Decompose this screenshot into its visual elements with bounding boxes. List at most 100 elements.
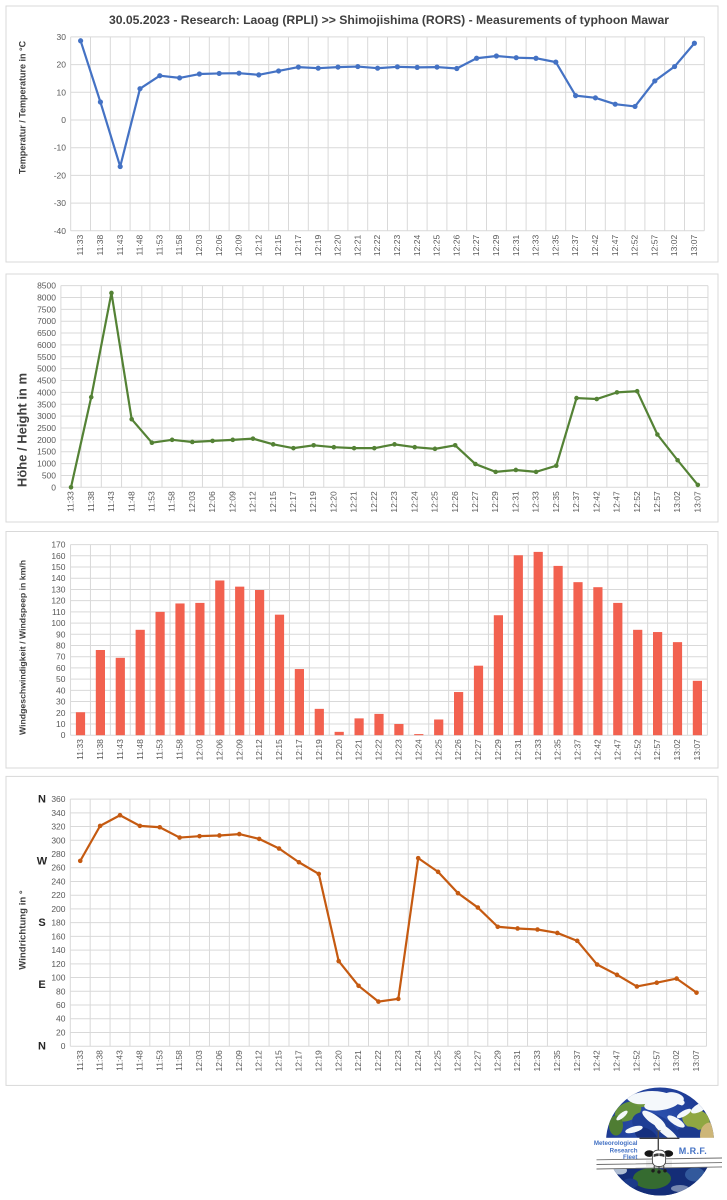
svg-text:12:35: 12:35 [550,235,560,257]
svg-text:12:17: 12:17 [288,491,298,513]
svg-text:30: 30 [56,697,66,707]
svg-text:12:25: 12:25 [430,491,440,513]
svg-text:12:17: 12:17 [294,1050,304,1072]
svg-text:12:57: 12:57 [652,739,662,761]
svg-text:12:23: 12:23 [394,739,404,761]
svg-text:11:48: 11:48 [134,1050,144,1071]
svg-text:12:21: 12:21 [354,739,364,761]
svg-text:11:53: 11:53 [155,739,165,760]
svg-text:13:02: 13:02 [669,235,679,257]
svg-text:11:48: 11:48 [135,739,145,760]
svg-text:12:57: 12:57 [652,491,662,513]
svg-text:12:15: 12:15 [268,491,278,513]
svg-text:12:31: 12:31 [511,235,521,257]
svg-text:-20: -20 [54,170,67,180]
svg-text:300: 300 [51,835,65,845]
svg-text:12:52: 12:52 [632,739,642,761]
svg-text:1000: 1000 [37,459,56,469]
svg-text:12:19: 12:19 [314,739,324,761]
svg-text:220: 220 [51,890,65,900]
svg-text:20: 20 [57,60,67,70]
svg-text:12:47: 12:47 [612,1050,622,1072]
svg-text:-30: -30 [54,198,67,208]
svg-text:30.05.2023 - Research: Laoag (: 30.05.2023 - Research: Laoag (RPLI) >> S… [109,13,669,27]
svg-text:12:21: 12:21 [349,491,359,513]
svg-text:11:33: 11:33 [75,739,85,760]
svg-text:160: 160 [51,551,65,561]
svg-text:N: N [38,1041,46,1053]
svg-text:12:06: 12:06 [207,491,217,513]
svg-text:11:33: 11:33 [75,1050,85,1071]
svg-text:12:27: 12:27 [472,1050,482,1072]
svg-text:12:37: 12:37 [570,235,580,257]
svg-text:11:58: 11:58 [167,491,177,512]
svg-text:12:25: 12:25 [433,739,443,761]
svg-text:8500: 8500 [37,281,56,291]
svg-text:320: 320 [51,822,65,832]
svg-text:12:03: 12:03 [195,739,205,761]
svg-text:-40: -40 [54,226,67,236]
svg-text:40: 40 [56,685,66,695]
svg-text:12:20: 12:20 [333,1050,343,1072]
svg-text:12:27: 12:27 [473,739,483,761]
svg-text:11:48: 11:48 [135,235,145,256]
svg-text:1500: 1500 [37,447,56,457]
svg-text:12:29: 12:29 [490,491,500,513]
svg-text:11:38: 11:38 [95,1050,105,1071]
svg-text:360: 360 [51,794,65,804]
svg-text:11:33: 11:33 [75,235,85,256]
svg-text:6000: 6000 [37,340,56,350]
svg-text:12:19: 12:19 [308,491,318,513]
svg-text:11:53: 11:53 [154,235,164,256]
svg-text:120: 120 [51,959,65,969]
svg-text:12:35: 12:35 [552,1050,562,1072]
svg-text:100: 100 [51,973,65,983]
svg-text:12:47: 12:47 [610,235,620,257]
svg-text:11:53: 11:53 [154,1050,164,1071]
svg-text:3500: 3500 [37,399,56,409]
svg-text:2500: 2500 [37,423,56,433]
svg-text:12:21: 12:21 [352,235,362,257]
svg-text:12:23: 12:23 [392,235,402,257]
svg-text:12:31: 12:31 [512,1050,522,1072]
svg-text:12:24: 12:24 [412,235,422,257]
svg-text:11:43: 11:43 [115,739,125,760]
svg-text:12:06: 12:06 [214,235,224,257]
svg-text:120: 120 [51,596,65,606]
svg-text:12:24: 12:24 [413,1050,423,1072]
svg-text:12:37: 12:37 [573,739,583,761]
svg-text:0: 0 [61,1041,66,1051]
svg-text:12:42: 12:42 [592,1050,602,1072]
svg-text:11:58: 11:58 [174,235,184,256]
svg-text:13:07: 13:07 [689,235,699,257]
svg-text:12:09: 12:09 [234,1050,244,1072]
svg-text:13:02: 13:02 [672,491,682,513]
svg-text:11:58: 11:58 [175,739,185,760]
svg-text:11:43: 11:43 [115,1050,125,1071]
svg-text:12:33: 12:33 [533,739,543,761]
svg-text:12:12: 12:12 [254,1050,264,1072]
svg-text:80: 80 [56,641,66,651]
svg-text:Temperatur / Temperature in °C: Temperatur / Temperature in °C [18,40,28,174]
svg-text:12:26: 12:26 [450,491,460,513]
svg-text:12:29: 12:29 [491,235,501,257]
svg-text:12:20: 12:20 [333,235,343,257]
svg-text:5000: 5000 [37,364,56,374]
svg-text:12:31: 12:31 [513,739,523,761]
svg-text:260: 260 [51,863,65,873]
svg-text:12:22: 12:22 [373,1050,383,1072]
svg-text:130: 130 [51,584,65,594]
svg-text:13:02: 13:02 [671,1050,681,1072]
svg-text:11:38: 11:38 [86,491,96,512]
svg-text:12:12: 12:12 [254,739,264,761]
svg-text:M.R.F.: M.R.F. [679,1146,707,1156]
svg-text:12:57: 12:57 [651,1050,661,1072]
svg-text:12:12: 12:12 [253,235,263,257]
svg-text:12:35: 12:35 [553,739,563,761]
svg-text:8000: 8000 [37,292,56,302]
svg-text:10: 10 [57,87,67,97]
svg-text:12:09: 12:09 [234,235,244,257]
svg-text:160: 160 [51,931,65,941]
svg-text:13:07: 13:07 [691,1050,701,1072]
svg-text:12:09: 12:09 [227,491,237,513]
